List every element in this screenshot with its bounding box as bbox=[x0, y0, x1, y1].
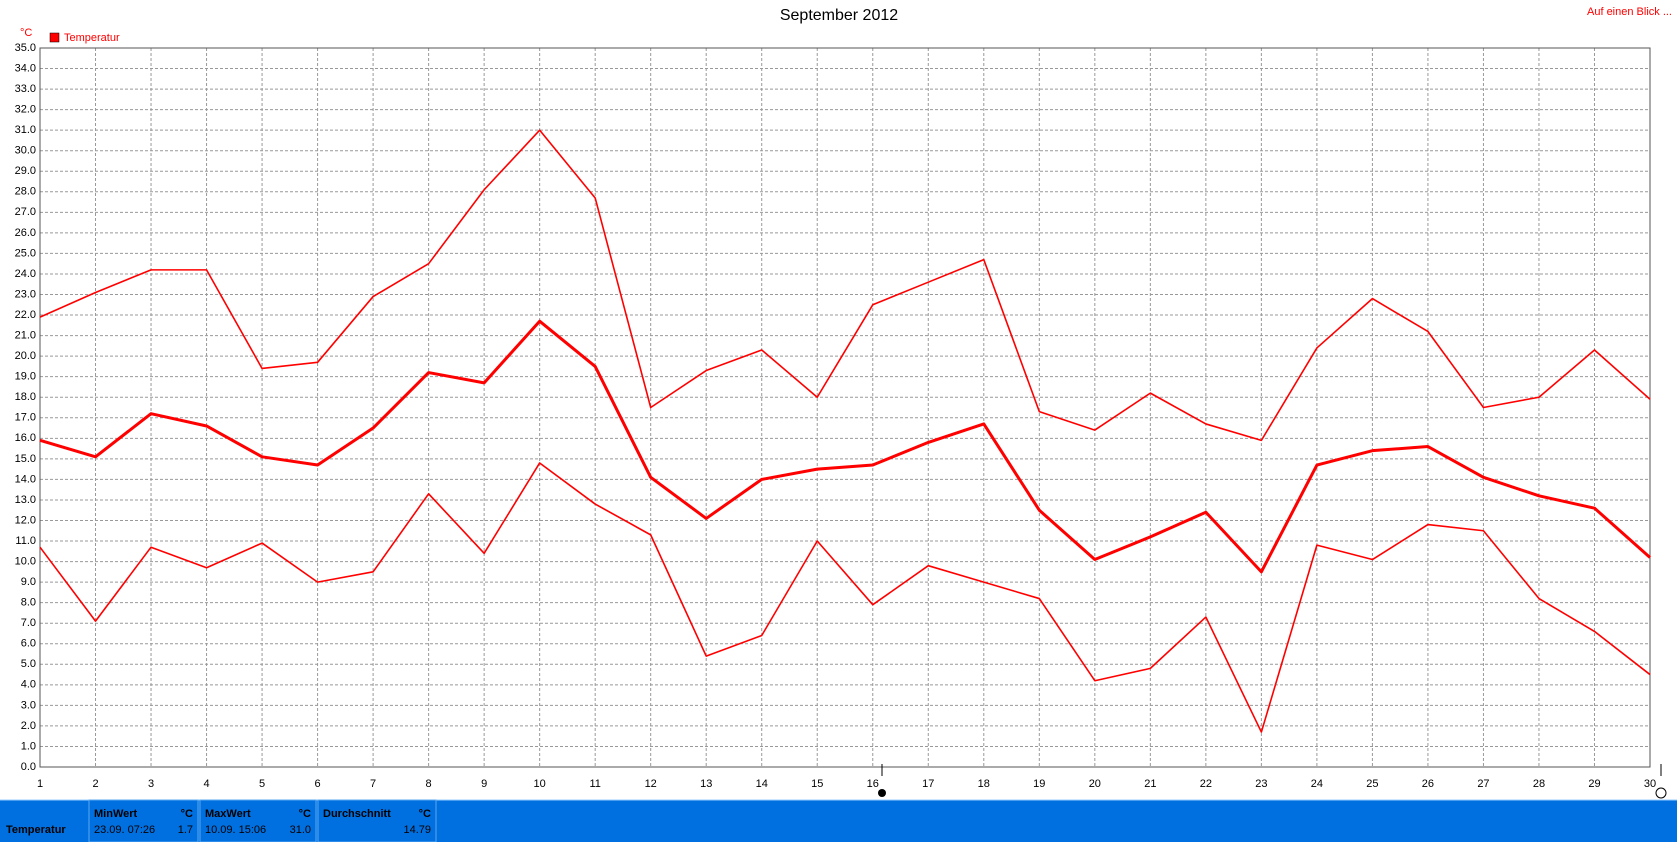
y-tick-label: 33.0 bbox=[15, 83, 36, 95]
y-tick-label: 23.0 bbox=[15, 288, 36, 300]
cell-value: 1.7 bbox=[178, 824, 193, 836]
legend-label: Temperatur bbox=[64, 32, 120, 44]
x-tick-label: 29 bbox=[1588, 778, 1600, 790]
y-tick-label: 20.0 bbox=[15, 350, 36, 362]
slider-handle[interactable] bbox=[878, 789, 886, 797]
y-tick-label: 7.0 bbox=[21, 617, 36, 629]
x-tick-label: 1 bbox=[37, 778, 43, 790]
cell-header: MinWert bbox=[94, 808, 138, 820]
x-tick-label: 19 bbox=[1033, 778, 1045, 790]
x-tick-label: 22 bbox=[1200, 778, 1212, 790]
y-tick-label: 18.0 bbox=[15, 391, 36, 403]
link[interactable]: Auf einen Blick ... bbox=[1587, 6, 1672, 18]
y-tick-label: 6.0 bbox=[21, 638, 36, 650]
y-tick-label: 12.0 bbox=[15, 514, 36, 526]
legend-swatch bbox=[49, 32, 60, 43]
y-tick-label: 0.0 bbox=[21, 761, 36, 773]
cell-value: 31.0 bbox=[290, 824, 311, 836]
y-tick-label: 28.0 bbox=[15, 186, 36, 198]
plot-frame bbox=[39, 47, 1651, 768]
x-tick-label: 27 bbox=[1477, 778, 1489, 790]
x-tick-label: 4 bbox=[203, 778, 209, 790]
y-tick-label: 26.0 bbox=[15, 227, 36, 239]
y-tick-label: 3.0 bbox=[21, 699, 36, 711]
y-tick-label: 31.0 bbox=[15, 124, 36, 136]
cell-unit: °C bbox=[181, 808, 193, 820]
x-tick-label: 9 bbox=[481, 778, 487, 790]
x-tick-label: 11 bbox=[589, 778, 600, 790]
y-tick-label: 8.0 bbox=[21, 597, 36, 609]
x-tick-label: 7 bbox=[370, 778, 376, 790]
y-tick-label: 11.0 bbox=[15, 535, 36, 547]
x-tick-label: 10 bbox=[534, 778, 546, 790]
y-tick-label: 22.0 bbox=[15, 309, 36, 321]
y-tick-label: 2.0 bbox=[21, 720, 36, 732]
x-tick-label: 21 bbox=[1144, 778, 1156, 790]
y-tick-label: 9.0 bbox=[21, 576, 36, 588]
x-tick-label: 12 bbox=[645, 778, 657, 790]
y-tick-label: 24.0 bbox=[15, 268, 36, 280]
summary-label: Temperatur bbox=[6, 824, 66, 836]
cell-unit: °C bbox=[419, 808, 431, 820]
x-tick-label: 20 bbox=[1089, 778, 1101, 790]
cell-unit: °C bbox=[299, 808, 311, 820]
x-tick-label: 26 bbox=[1422, 778, 1434, 790]
chart-title: September 2012 bbox=[780, 7, 898, 24]
y-tick-label: 16.0 bbox=[15, 432, 36, 444]
temperature-line bbox=[39, 129, 1651, 442]
y-tick-label: 19.0 bbox=[15, 371, 36, 383]
y-tick-label: 25.0 bbox=[15, 247, 36, 259]
temperature-line bbox=[39, 462, 1651, 733]
x-tick-label: 25 bbox=[1366, 778, 1378, 790]
x-tick-label: 5 bbox=[259, 778, 265, 790]
y-tick-label: 15.0 bbox=[15, 453, 36, 465]
x-tick-label: 23 bbox=[1255, 778, 1267, 790]
y-tick-label: 35.0 bbox=[15, 42, 36, 54]
slider-handle[interactable] bbox=[1655, 787, 1667, 799]
y-unit: °C bbox=[20, 27, 32, 39]
x-tick-label: 2 bbox=[92, 778, 98, 790]
y-tick-label: 4.0 bbox=[21, 679, 36, 691]
x-tick-label: 14 bbox=[756, 778, 768, 790]
cell-value: 14.79 bbox=[403, 824, 431, 836]
x-tick-label: 18 bbox=[978, 778, 990, 790]
x-tick-label: 15 bbox=[811, 778, 823, 790]
summary-cells: MinWert °C 23.09. 07:26 1.7 MaxWert °C 10.09. … bbox=[88, 799, 437, 843]
cell-time: 23.09. 07:26 bbox=[94, 824, 155, 836]
y-tick-label: 32.0 bbox=[15, 104, 36, 116]
y-tick-label: 21.0 bbox=[15, 330, 36, 342]
y-tick-label: 5.0 bbox=[21, 658, 36, 670]
y-tick-label: 14.0 bbox=[15, 473, 36, 485]
x-tick-label: 30 bbox=[1644, 778, 1656, 790]
cell-header: Durchschnitt bbox=[323, 808, 391, 820]
x-tick-label: 17 bbox=[922, 778, 934, 790]
grid bbox=[39, 47, 1651, 768]
lines bbox=[39, 129, 1651, 733]
y-tick-label: 30.0 bbox=[15, 145, 36, 157]
y-tick-label: 29.0 bbox=[15, 165, 36, 177]
y-tick-label: 1.0 bbox=[21, 740, 36, 752]
y-tick-label: 17.0 bbox=[15, 412, 36, 424]
x-tick-label: 3 bbox=[148, 778, 154, 790]
y-tick-label: 27.0 bbox=[15, 206, 36, 218]
cell-header: MaxWert bbox=[205, 808, 251, 820]
y-tick-label: 34.0 bbox=[15, 62, 36, 74]
x-tick-label: 13 bbox=[700, 778, 712, 790]
x-tick-label: 16 bbox=[867, 778, 879, 790]
cell-time: 10.09. 15:06 bbox=[205, 824, 266, 836]
x-tick-label: 8 bbox=[426, 778, 432, 790]
x-tick-label: 28 bbox=[1533, 778, 1545, 790]
x-tick-label: 6 bbox=[315, 778, 321, 790]
x-tick-label: 24 bbox=[1311, 778, 1323, 790]
summary-bar bbox=[0, 800, 1677, 842]
temperature-line bbox=[39, 319, 1651, 574]
y-tick-label: 10.0 bbox=[15, 555, 36, 567]
y-tick-label: 13.0 bbox=[15, 494, 36, 506]
